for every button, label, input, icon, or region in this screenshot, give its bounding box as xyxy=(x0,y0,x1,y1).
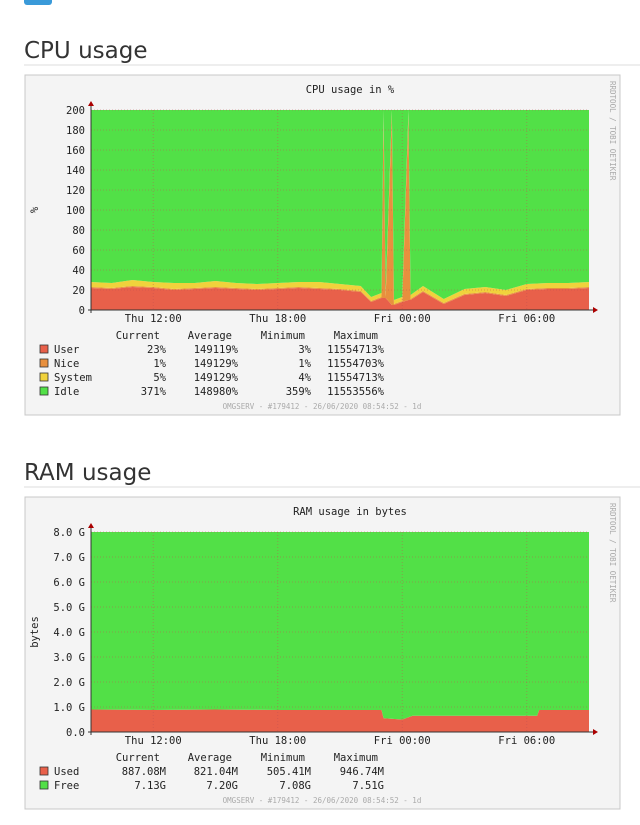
legend-stat: 149119% xyxy=(194,344,239,356)
chart-footer: OMGSERV - #179412 - 26/06/2020 08:54:52 … xyxy=(223,402,422,411)
legend-stat: 7.08G xyxy=(279,780,311,792)
watermark: RRDTOOL / TOBI OETIKER xyxy=(608,81,617,181)
y-tick-label: 60 xyxy=(72,245,85,257)
area xyxy=(91,110,589,300)
legend-stat: 371% xyxy=(141,386,167,398)
legend-stat: 11553556% xyxy=(327,386,385,398)
x-tick-label: Fri 06:00 xyxy=(498,735,555,747)
button[interactable] xyxy=(24,0,52,5)
area xyxy=(91,532,589,720)
y-tick-label: 80 xyxy=(72,225,85,237)
section-heading: RAM usage xyxy=(24,460,151,486)
legend-stat: 505.41M xyxy=(267,766,311,778)
y-tick-label: 2.0 G xyxy=(53,677,85,689)
legend-stat: 7.13G xyxy=(134,780,166,792)
y-tick-label: 160 xyxy=(66,145,85,157)
legend-swatch xyxy=(39,372,49,382)
chart-footer: OMGSERV - #179412 - 26/06/2020 08:54:52 … xyxy=(223,796,422,805)
legend-label: System xyxy=(54,372,92,384)
legend-stat: 887.08M xyxy=(122,766,166,778)
legend-stat: 5% xyxy=(153,372,166,384)
legend-column-header: Current xyxy=(116,752,160,764)
legend-stat: 821.04M xyxy=(194,766,238,778)
y-tick-label: 3.0 G xyxy=(53,652,85,664)
y-tick-label: 8.0 G xyxy=(53,527,85,539)
x-tick-label: Fri 00:00 xyxy=(374,313,431,325)
y-tick-label: 0.0 xyxy=(66,727,85,739)
y-tick-label: 200 xyxy=(66,105,85,117)
y-tick-label: 1.0 G xyxy=(53,702,85,714)
legend-column-header: Average xyxy=(188,330,232,342)
x-tick-label: Thu 18:00 xyxy=(249,735,306,747)
y-tick-label: 140 xyxy=(66,165,85,177)
legend-label: Free xyxy=(54,780,79,792)
y-axis-label: % xyxy=(29,206,41,213)
y-tick-label: 5.0 G xyxy=(53,602,85,614)
legend-swatch xyxy=(39,358,49,368)
legend-stat: 1% xyxy=(298,358,311,370)
y-tick-label: 100 xyxy=(66,205,85,217)
x-tick-label: Fri 00:00 xyxy=(374,735,431,747)
axis-arrow xyxy=(593,307,598,313)
axis-arrow xyxy=(88,101,94,106)
legend-swatch xyxy=(39,766,49,776)
legend-label: User xyxy=(54,344,79,356)
legend-stat: 148980% xyxy=(194,386,239,398)
axis-arrow xyxy=(88,523,94,528)
legend-stat: 1% xyxy=(153,358,166,370)
legend-column-header: Minimum xyxy=(261,752,305,764)
y-tick-label: 7.0 G xyxy=(53,552,85,564)
y-tick-label: 20 xyxy=(72,285,85,297)
legend-stat: 149129% xyxy=(194,358,239,370)
y-tick-label: 40 xyxy=(72,265,85,277)
legend-stat: 7.51G xyxy=(352,780,384,792)
legend-stat: 11554713% xyxy=(327,372,385,384)
legend-label: Used xyxy=(54,766,79,778)
area xyxy=(91,287,589,310)
legend-stat: 4% xyxy=(298,372,311,384)
y-tick-label: 6.0 G xyxy=(53,577,85,589)
chart-title: RAM usage in bytes xyxy=(293,506,407,518)
x-tick-label: Thu 12:00 xyxy=(125,735,182,747)
y-tick-label: 120 xyxy=(66,185,85,197)
section-heading: CPU usage xyxy=(24,38,147,64)
legend-column-header: Minimum xyxy=(261,330,305,342)
y-tick-label: 4.0 G xyxy=(53,627,85,639)
x-tick-label: Fri 06:00 xyxy=(498,313,555,325)
legend-swatch xyxy=(39,780,49,790)
area xyxy=(91,110,589,304)
legend-stat: 7.20G xyxy=(206,780,238,792)
legend-stat: 946.74M xyxy=(340,766,384,778)
legend-stat: 149129% xyxy=(194,372,239,384)
legend-column-header: Average xyxy=(188,752,232,764)
legend-stat: 11554713% xyxy=(327,344,385,356)
y-tick-label: 180 xyxy=(66,125,85,137)
legend-stat: 11554703% xyxy=(327,358,385,370)
legend-column-header: Maximum xyxy=(334,330,378,342)
legend-swatch xyxy=(39,386,49,396)
legend-stat: 23% xyxy=(147,344,167,356)
area xyxy=(91,709,589,732)
legend-stat: 359% xyxy=(286,386,312,398)
axis-arrow xyxy=(593,729,598,735)
watermark: RRDTOOL / TOBI OETIKER xyxy=(608,503,617,603)
x-tick-label: Thu 18:00 xyxy=(249,313,306,325)
x-tick-label: Thu 12:00 xyxy=(125,313,182,325)
legend-column-header: Current xyxy=(116,330,160,342)
legend-stat: 3% xyxy=(298,344,311,356)
y-axis-label: bytes xyxy=(29,616,41,648)
legend-label: Nice xyxy=(54,358,79,370)
legend-label: Idle xyxy=(54,386,79,398)
legend-swatch xyxy=(39,344,49,354)
y-tick-label: 0 xyxy=(79,305,85,317)
chart-title: CPU usage in % xyxy=(306,84,395,96)
legend-column-header: Maximum xyxy=(334,752,378,764)
